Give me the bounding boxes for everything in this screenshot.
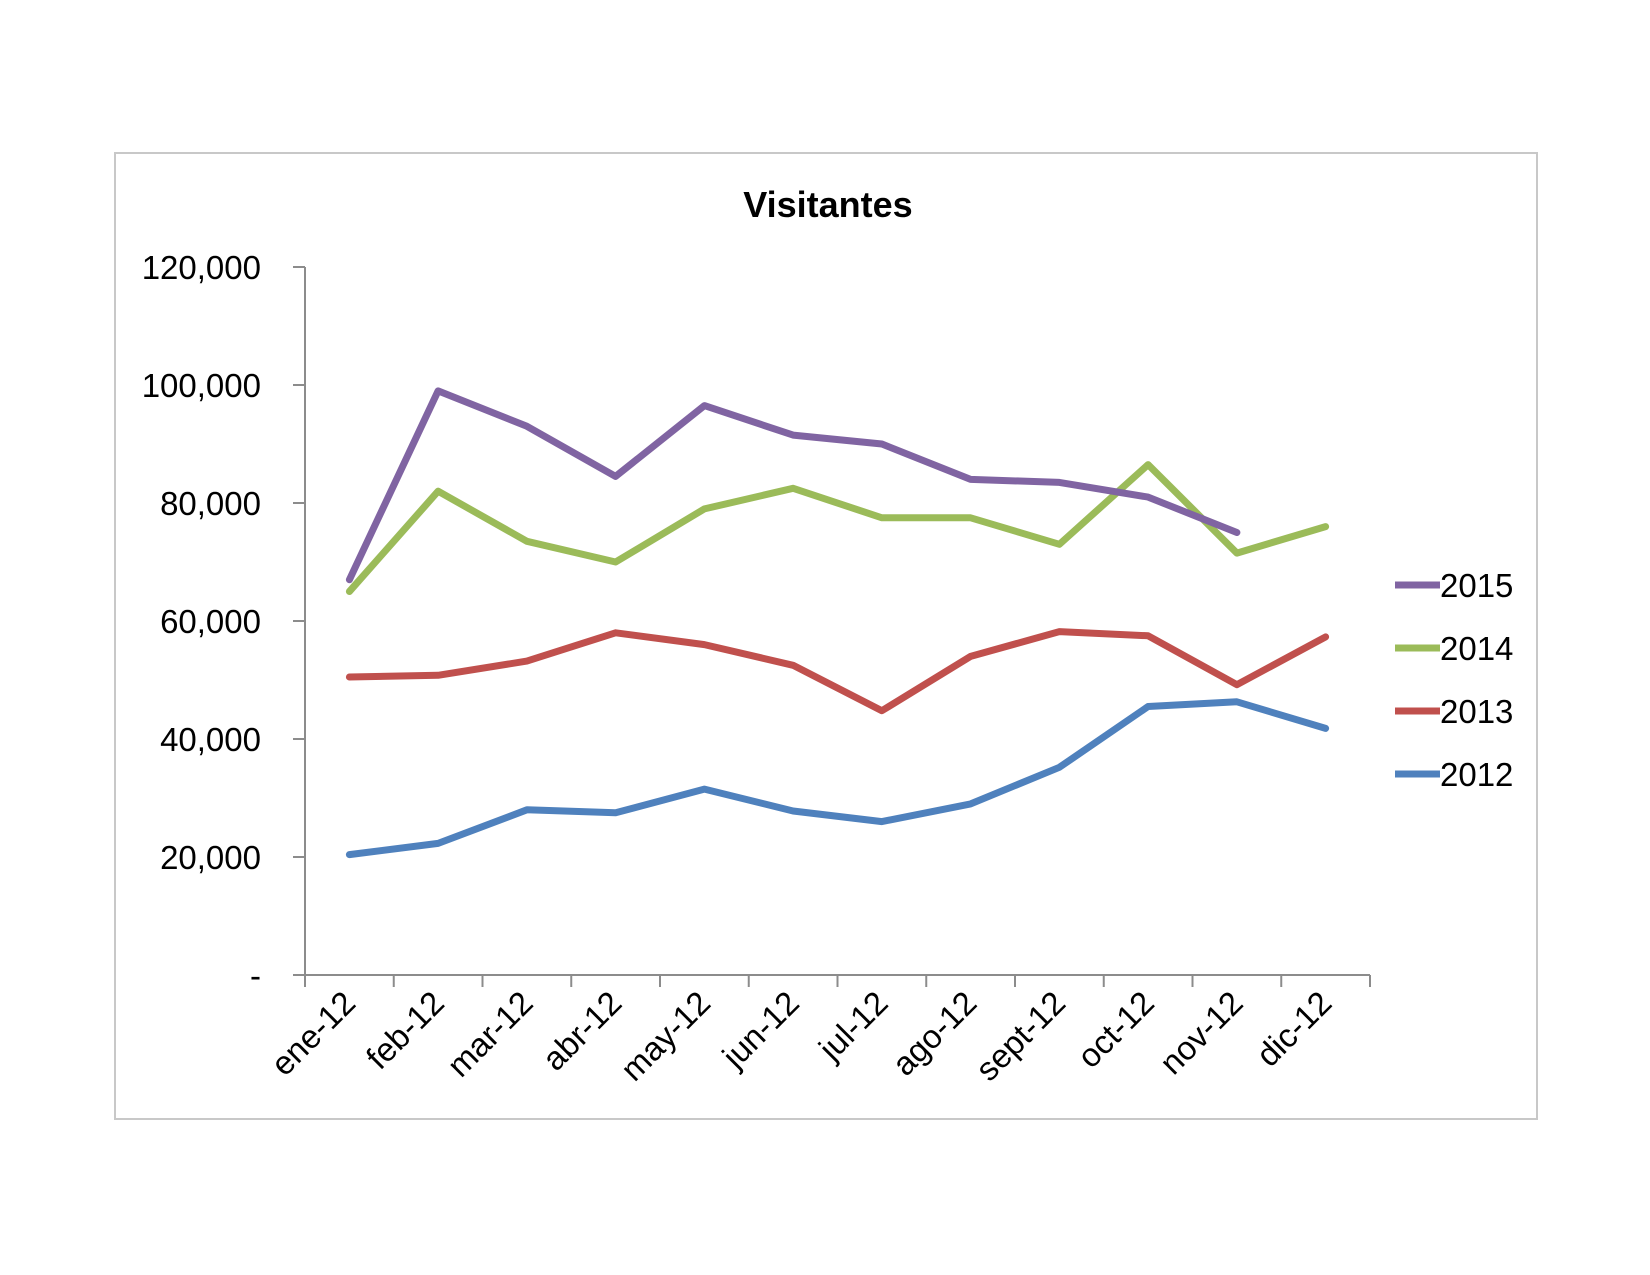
x-tick-label: nov-12 <box>1152 984 1250 1082</box>
x-tick-label: sept-12 <box>968 984 1072 1088</box>
x-tick-label: oct-12 <box>1070 984 1161 1075</box>
series-line-2013 <box>345 628 1330 715</box>
chart-legend: 2015 2014 2013 2012 <box>1395 567 1513 793</box>
chart-title: Visitantes <box>743 184 912 225</box>
y-tick-label: 20,000 <box>160 839 261 876</box>
x-tick-label: may-12 <box>613 984 717 1088</box>
x-tick-label: jul-12 <box>811 984 895 1068</box>
x-tick-label: jun-12 <box>714 984 806 1076</box>
series-line-2014 <box>345 461 1330 595</box>
series-line-2015 <box>345 387 1241 584</box>
y-tick-label: 60,000 <box>160 603 261 640</box>
legend-label-2012: 2012 <box>1440 756 1513 793</box>
x-tick-label: mar-12 <box>440 984 540 1084</box>
legend-label-2014: 2014 <box>1440 630 1513 667</box>
series-line-2012 <box>345 698 1330 859</box>
y-tick-label: 120,000 <box>142 249 261 286</box>
x-tick-label: ene-12 <box>263 984 362 1083</box>
x-tick-label: ago-12 <box>885 984 984 1083</box>
legend-label-2015: 2015 <box>1440 567 1513 604</box>
y-tick-label: 40,000 <box>160 721 261 758</box>
y-tick-label: 100,000 <box>142 367 261 404</box>
legend-label-2013: 2013 <box>1440 693 1513 730</box>
chart-area <box>114 152 1538 1120</box>
y-tick-label: 80,000 <box>160 485 261 522</box>
series-lines <box>345 387 1330 859</box>
chart-axes <box>304 267 1370 976</box>
x-tick-label: dic-12 <box>1249 984 1339 1074</box>
x-tick-label: feb-12 <box>359 984 451 1076</box>
y-axis-ticks: - 20,000 40,000 60,000 80,000 100,000 120,000 <box>142 249 305 994</box>
y-tick-label: - <box>250 957 261 994</box>
